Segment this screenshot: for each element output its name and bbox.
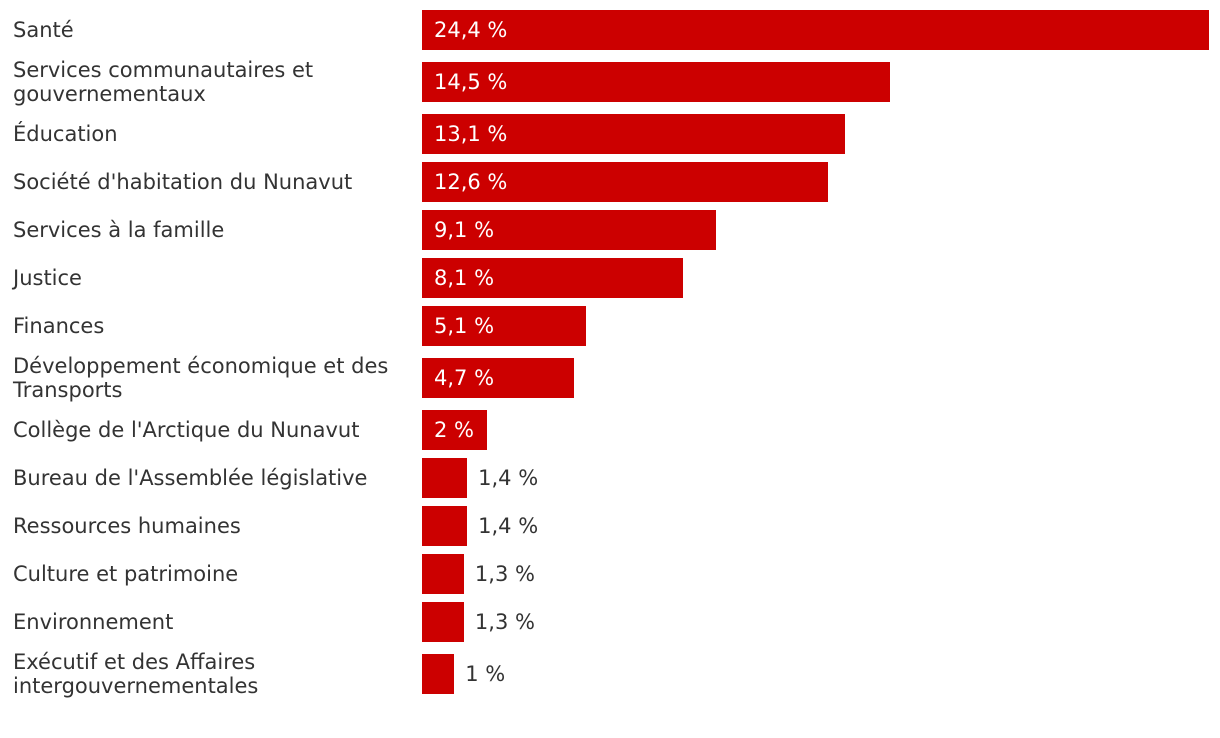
category-label: Ressources humaines xyxy=(13,514,241,538)
category-label: Société d'habitation du Nunavut xyxy=(13,170,353,194)
value-label: 12,6 % xyxy=(434,170,508,194)
value-label: 9,1 % xyxy=(434,218,495,242)
value-label: 13,1 % xyxy=(434,122,508,146)
bar xyxy=(422,210,716,250)
value-label: 24,4 % xyxy=(434,18,508,42)
value-label: 2 % xyxy=(434,418,474,442)
category-label: Environnement xyxy=(13,610,174,634)
category-label: Finances xyxy=(13,314,105,338)
bar xyxy=(422,602,464,642)
bar xyxy=(422,410,487,450)
bar xyxy=(422,10,1209,50)
category-label: Culture et patrimoine xyxy=(13,562,239,586)
bar xyxy=(422,62,890,102)
bar xyxy=(422,654,455,694)
category-label: Services à la famille xyxy=(13,218,225,242)
bar xyxy=(422,162,829,202)
value-label: 8,1 % xyxy=(434,266,495,290)
bar xyxy=(422,506,468,546)
value-label: 1 % xyxy=(465,662,506,686)
value-label: 1,4 % xyxy=(478,514,539,538)
value-label: 4,7 % xyxy=(434,366,495,390)
category-label: Bureau de l'Assemblée législative xyxy=(13,466,368,490)
bar xyxy=(422,258,684,298)
category-label: Développement économique et des Transpor… xyxy=(13,354,389,402)
value-label: 14,5 % xyxy=(434,70,508,94)
value-label: 1,4 % xyxy=(478,466,539,490)
bar xyxy=(422,358,574,398)
category-label: Santé xyxy=(13,18,74,42)
value-label: 1,3 % xyxy=(474,562,535,586)
value-label: 5,1 % xyxy=(434,314,495,338)
category-label: Exécutif et des Affaires intergouverneme… xyxy=(13,650,259,698)
category-label: Services communautaires et gouvernementa… xyxy=(13,58,314,106)
bar xyxy=(422,554,464,594)
category-label: Justice xyxy=(13,266,82,290)
bar xyxy=(422,306,587,346)
bar xyxy=(422,114,845,154)
category-label: Collège de l'Arctique du Nunavut xyxy=(13,418,360,442)
value-label: 1,3 % xyxy=(474,610,535,634)
category-label: Éducation xyxy=(13,122,118,146)
bar xyxy=(422,458,468,498)
